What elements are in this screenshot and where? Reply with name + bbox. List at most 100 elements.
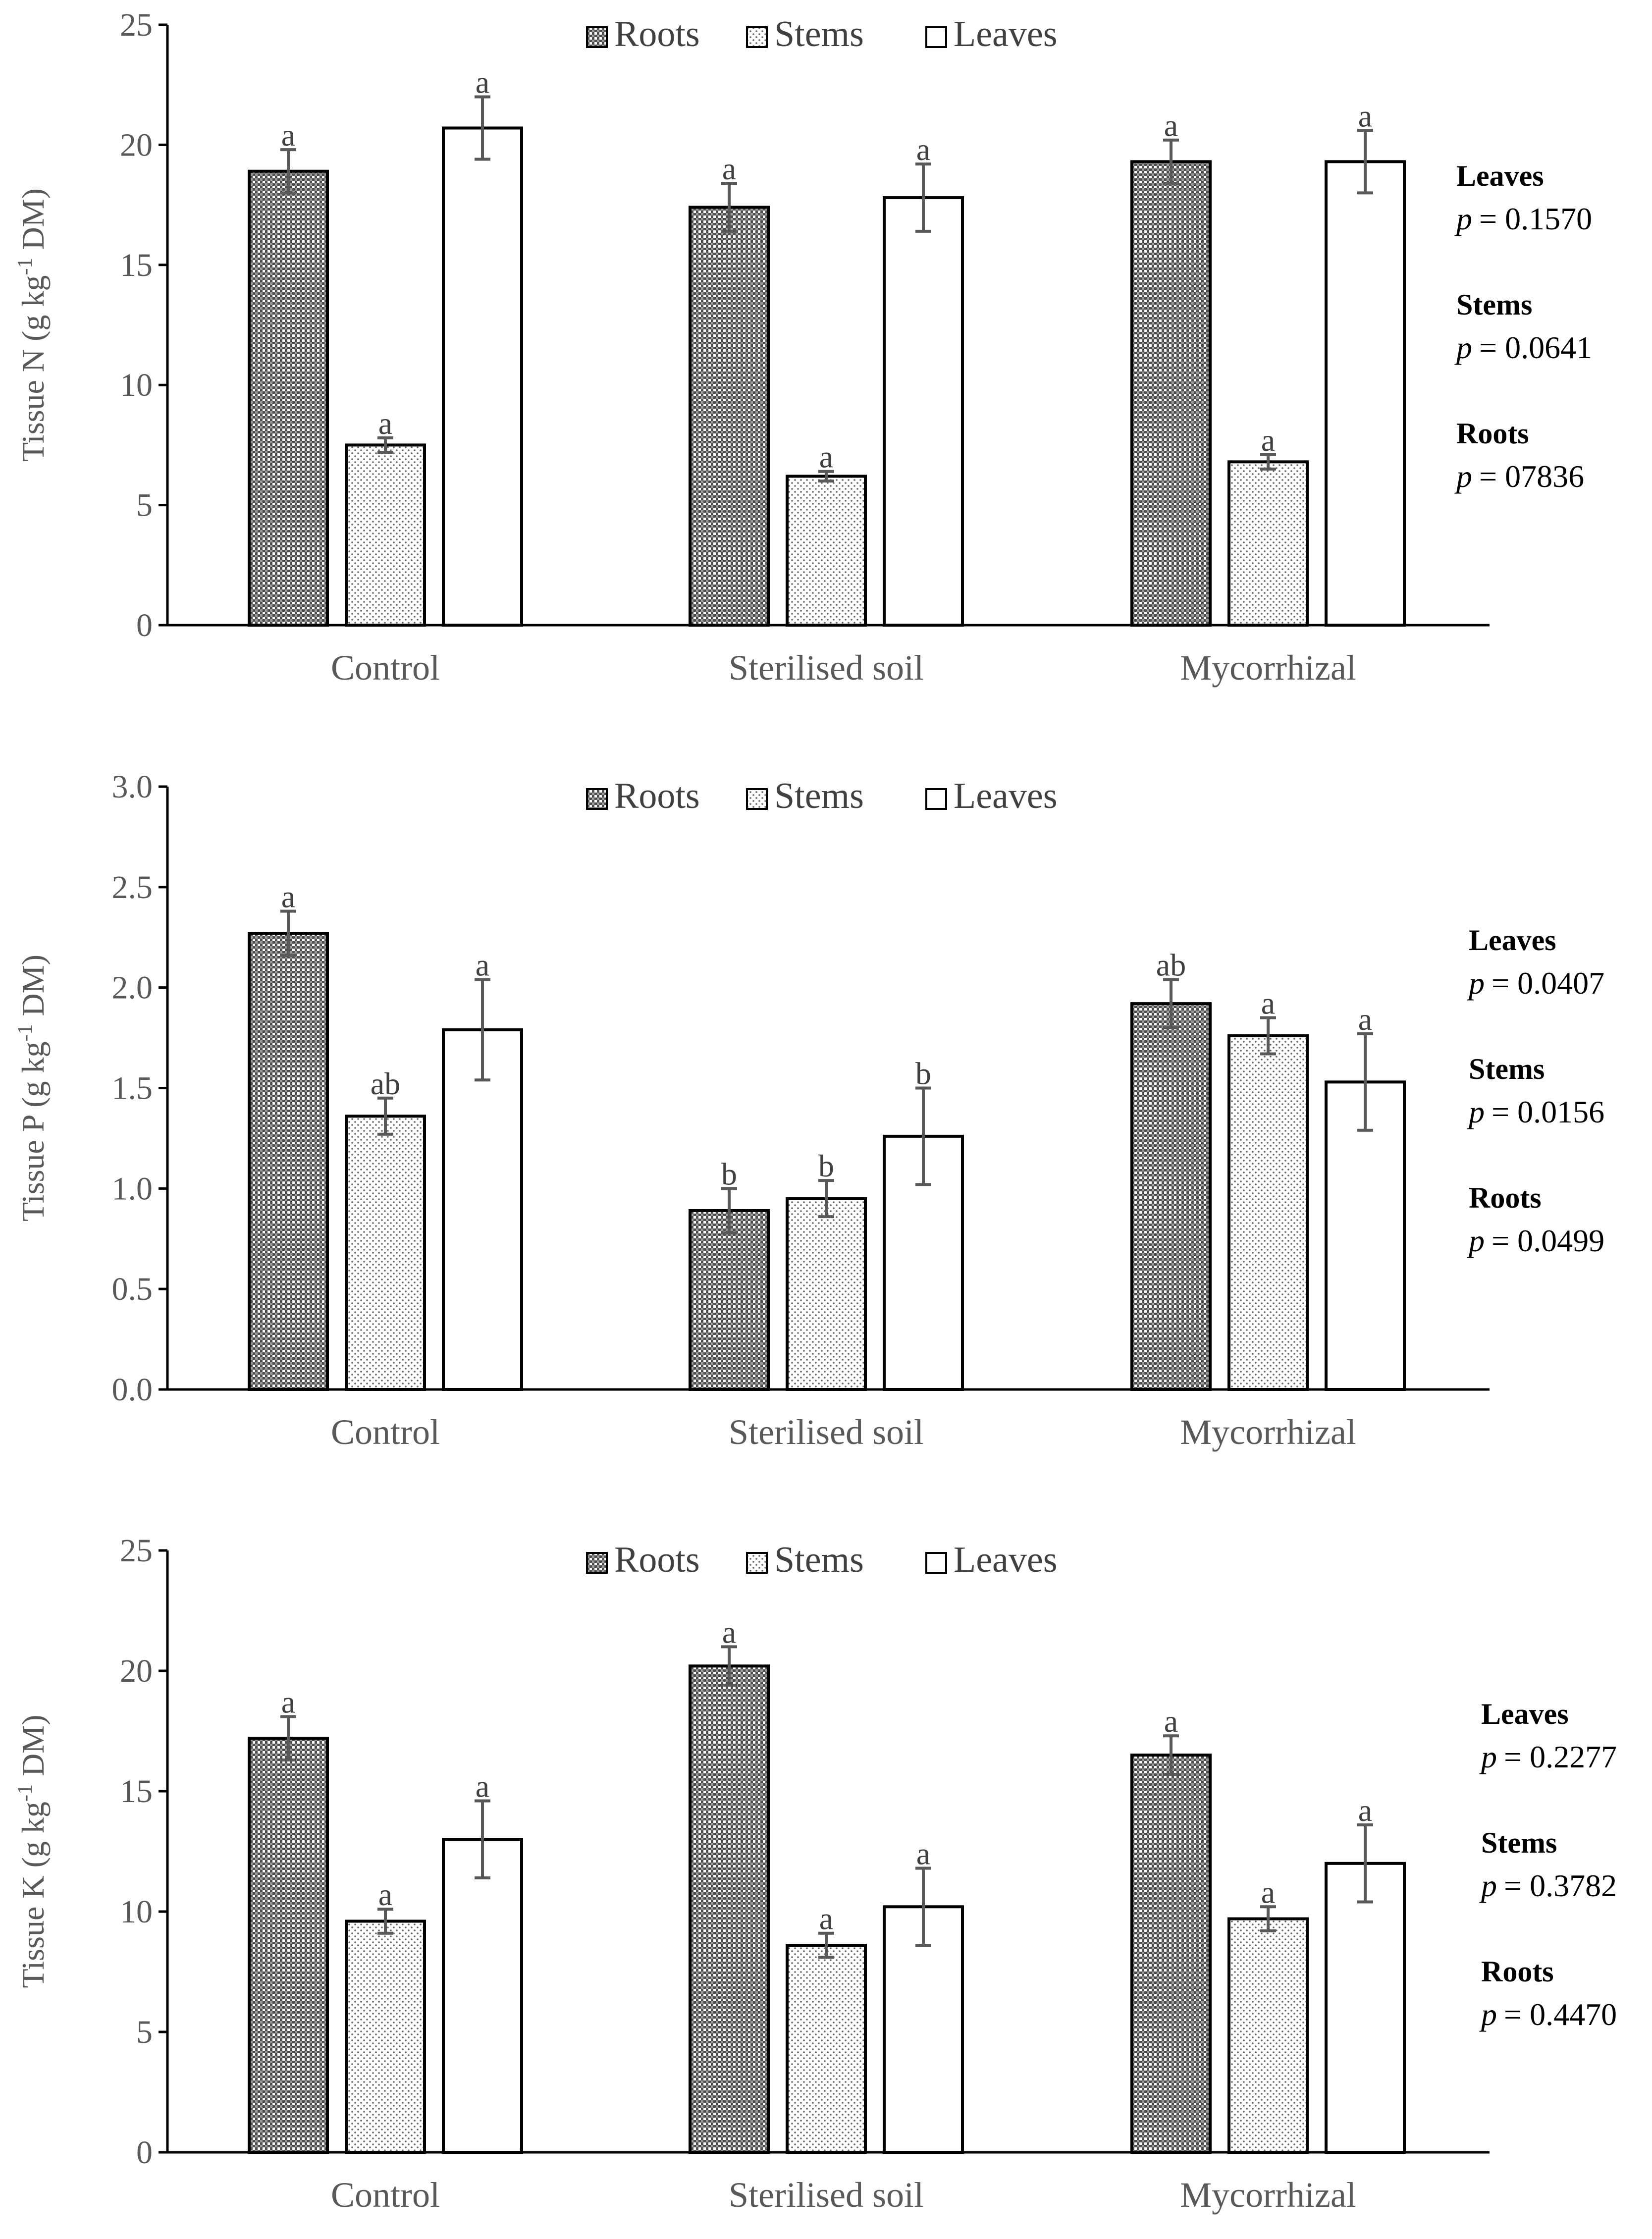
- y-axis-title: Tissue P (g kg-1 DM): [14, 955, 51, 1222]
- significance-letter: a: [916, 1836, 930, 1871]
- bar-stems: [345, 1919, 426, 2154]
- significance-letter: a: [378, 406, 392, 441]
- bar-leaves: [1325, 1862, 1406, 2154]
- y-tick-label: 1.0: [112, 1171, 153, 1207]
- pvalue-label-roots: Roots: [1481, 1955, 1554, 1988]
- significance-letter: a: [916, 132, 930, 167]
- y-tick-label: 0.5: [112, 1271, 153, 1307]
- legend-label-stems: Stems: [774, 14, 864, 54]
- legend-swatch-stems: [746, 1552, 768, 1574]
- significance-letter: a: [1261, 1874, 1275, 1910]
- pvalue-symbol: p: [1454, 201, 1472, 236]
- pvalue-number: = 0.1570: [1479, 201, 1592, 236]
- pvalue-text: p = 0.0156: [1467, 1094, 1604, 1129]
- bar-roots: [248, 1737, 329, 2154]
- pvalue-number: = 0.0641: [1479, 330, 1592, 365]
- bar-roots: [248, 932, 329, 1391]
- pvalue-symbol: p: [1479, 1997, 1497, 2032]
- bar-stems: [1227, 1917, 1309, 2154]
- pvalue-number: = 0.0407: [1492, 965, 1604, 1001]
- legend-label-stems: Stems: [774, 776, 864, 816]
- bar-leaves: [442, 1028, 523, 1391]
- significance-letter: a: [476, 1768, 489, 1804]
- category-label: Sterilised soil: [729, 1412, 924, 1452]
- category-label: Sterilised soil: [729, 648, 924, 688]
- y-axis-title-tail: DM): [15, 188, 51, 258]
- pvalue-label-stems: Stems: [1469, 1053, 1545, 1085]
- y-tick-label: 0: [136, 607, 153, 643]
- significance-letter: a: [1358, 1002, 1372, 1037]
- category-label: Mycorrhizal: [1180, 648, 1356, 688]
- pvalue-text: p = 0.1570: [1454, 201, 1592, 236]
- y-tick-label: 0: [136, 2134, 153, 2171]
- pvalue-label-stems: Stems: [1481, 1826, 1557, 1859]
- bar-roots: [1130, 160, 1212, 627]
- significance-letter: a: [722, 1614, 736, 1650]
- legend-swatch-leaves: [925, 1552, 947, 1574]
- bar-roots: [1130, 1754, 1212, 2154]
- y-tick-label: 20: [120, 127, 153, 163]
- significance-letter: a: [1358, 1793, 1372, 1828]
- bar-roots: [248, 169, 329, 627]
- y-axis-title-sup: -1: [14, 258, 37, 275]
- y-tick-label: 15: [120, 247, 153, 283]
- legend-swatch-stems: [746, 26, 768, 48]
- pvalue-label-roots: Roots: [1456, 417, 1529, 450]
- y-axis-title-main: Tissue P (g kg: [15, 1042, 51, 1222]
- significance-letter: b: [915, 1056, 931, 1091]
- bar-leaves: [442, 1838, 523, 2154]
- significance-letter: b: [721, 1156, 737, 1191]
- y-tick-label: 5: [136, 2014, 153, 2050]
- y-tick-label: 5: [136, 487, 153, 524]
- legend-swatch-leaves: [925, 26, 947, 48]
- pvalue-label-leaves: Leaves: [1456, 160, 1544, 192]
- significance-letter: a: [819, 1901, 833, 1936]
- pvalue-text: p = 0.0499: [1467, 1223, 1604, 1258]
- pvalue-number: = 0.2277: [1504, 1739, 1617, 1774]
- bar-leaves: [883, 1905, 964, 2154]
- legend-label-roots: Roots: [614, 1540, 700, 1580]
- pvalue-text: p = 0.2277: [1479, 1739, 1617, 1774]
- pvalue-symbol: p: [1454, 330, 1472, 365]
- bar-stems: [786, 1944, 867, 2154]
- y-tick-label: 3.0: [112, 769, 153, 805]
- significance-letter: a: [476, 947, 489, 982]
- significance-letter: a: [281, 1684, 295, 1719]
- pvalue-symbol: p: [1467, 965, 1485, 1001]
- y-tick-label: 15: [120, 1773, 153, 1810]
- bar-roots: [1130, 1002, 1212, 1391]
- bar-leaves: [1325, 160, 1406, 627]
- y-axis-title-sup: -1: [14, 1024, 37, 1042]
- y-tick-label: 10: [120, 367, 153, 403]
- pvalue-text: p = 0.4470: [1479, 1997, 1617, 2032]
- significance-letter: a: [819, 439, 833, 475]
- bar-stems: [1227, 460, 1309, 627]
- significance-letter: a: [1261, 423, 1275, 458]
- significance-letter: a: [1164, 1704, 1178, 1739]
- y-tick-label: 2.5: [112, 869, 153, 906]
- y-tick-label: 1.5: [112, 1070, 153, 1107]
- pvalue-label-roots: Roots: [1469, 1181, 1542, 1214]
- legend-label-roots: Roots: [614, 14, 700, 54]
- legend-swatch-roots: [586, 26, 608, 48]
- y-axis-title: Tissue K (g kg-1 DM): [14, 1715, 51, 1988]
- legend-swatch-roots: [586, 788, 608, 810]
- y-tick-label: 25: [120, 7, 153, 43]
- pvalue-symbol: p: [1454, 459, 1472, 494]
- pvalue-number: = 0.0156: [1492, 1094, 1604, 1129]
- category-label: Mycorrhizal: [1180, 2175, 1356, 2215]
- bar-stems: [345, 443, 426, 627]
- significance-letter: ab: [1156, 947, 1186, 982]
- pvalue-number: = 0.4470: [1504, 1997, 1617, 2032]
- significance-letter: ab: [371, 1066, 400, 1101]
- pvalue-symbol: p: [1467, 1094, 1485, 1129]
- significance-letter: a: [476, 64, 489, 100]
- pvalue-number: = 07836: [1479, 459, 1584, 494]
- significance-letter: a: [1261, 986, 1275, 1021]
- pvalue-text: p = 07836: [1454, 459, 1584, 494]
- category-label: Control: [331, 1412, 440, 1452]
- pvalue-symbol: p: [1479, 1868, 1497, 1903]
- y-axis-title-tail: DM): [15, 1715, 51, 1784]
- category-label: Mycorrhizal: [1180, 1412, 1356, 1452]
- y-tick-label: 25: [120, 1533, 153, 1569]
